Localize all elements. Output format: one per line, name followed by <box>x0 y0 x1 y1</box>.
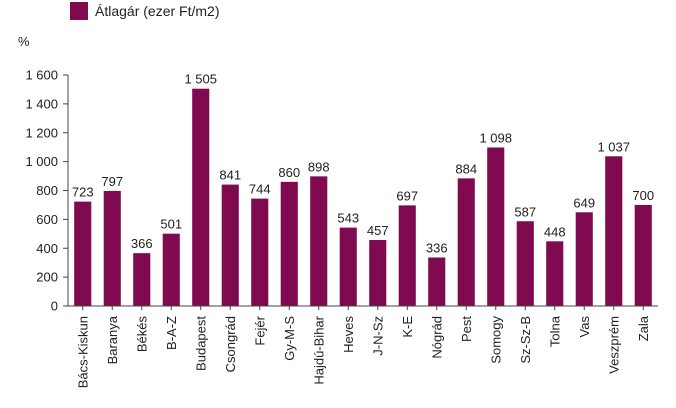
x-tick-label: J-N-Sz <box>370 316 385 356</box>
data-label: 797 <box>101 174 123 189</box>
data-label: 543 <box>337 211 359 226</box>
y-tick-label: 800 <box>36 183 58 198</box>
x-tick-label: Fejér <box>252 315 267 345</box>
x-tick-label: Nógrád <box>429 316 444 359</box>
x-tick-label: Vas <box>577 316 592 338</box>
x-tick-label: B-A-Z <box>164 316 179 350</box>
bar <box>74 201 92 306</box>
bar <box>133 253 151 306</box>
y-tick-label: 1 000 <box>25 154 58 169</box>
x-tick-label: Heves <box>341 316 356 353</box>
data-label: 697 <box>396 188 418 203</box>
bar <box>192 88 210 306</box>
x-tick-label: Somogy <box>488 316 503 364</box>
bar <box>398 205 416 306</box>
x-tick-label: Zala <box>636 315 651 341</box>
y-tick-label: 0 <box>51 299 58 314</box>
data-label: 744 <box>249 182 271 197</box>
x-tick-label: Békés <box>134 316 149 353</box>
legend-swatch <box>70 2 88 20</box>
data-label: 700 <box>632 188 654 203</box>
bar <box>487 147 505 306</box>
bar <box>546 241 564 306</box>
y-tick-label: 400 <box>36 241 58 256</box>
data-label: 898 <box>308 159 330 174</box>
data-label: 587 <box>514 204 536 219</box>
y-axis: 0 200 400 600 800 1 000 1 200 1 400 1 600 <box>25 68 69 314</box>
bar <box>457 178 475 306</box>
legend-label: Átlagár (ezer Ft/m2) <box>95 3 219 19</box>
bar <box>221 184 239 306</box>
data-label: 1 037 <box>597 139 630 154</box>
y-tick-label: 200 <box>36 270 58 285</box>
x-tick-label: Budapest <box>193 316 208 371</box>
x-tick-label: Baranya <box>105 315 120 364</box>
x-tick-label: Tolna <box>547 315 562 347</box>
bar <box>103 190 121 306</box>
y-tick-label: 1 200 <box>25 125 58 140</box>
bar <box>575 212 593 306</box>
legend: Átlagár (ezer Ft/m2) <box>70 2 219 20</box>
bar <box>162 233 180 306</box>
bar <box>516 221 534 306</box>
bar <box>428 257 446 306</box>
x-tick-label: Sz-Sz-B <box>518 316 533 364</box>
data-label: 1 505 <box>184 72 217 87</box>
data-label: 860 <box>278 165 300 180</box>
x-axis: Bács-Kiskun Baranya Békés B-A-Z Budapest Cson… <box>68 305 658 388</box>
y-tick-label: 1 400 <box>25 96 58 111</box>
data-label: 1 098 <box>479 130 512 145</box>
bar <box>251 198 269 306</box>
y-tick-label: 600 <box>36 212 58 227</box>
bar <box>369 240 387 306</box>
data-label: 366 <box>131 236 153 251</box>
data-label: 501 <box>160 217 182 232</box>
data-label: 336 <box>426 240 448 255</box>
x-tick-label: Veszprém <box>606 316 621 374</box>
bars: 723 797 366 501 1 505 841 744 860 898 543 457 697 33… <box>72 72 654 306</box>
data-label: 457 <box>367 223 389 238</box>
data-label: 649 <box>573 195 595 210</box>
y-tick-label: 1 600 <box>25 68 58 83</box>
y-axis-unit-label: % <box>18 34 30 49</box>
bar <box>310 176 328 306</box>
data-label: 841 <box>219 168 241 183</box>
x-tick-label: Pest <box>459 316 474 342</box>
x-tick-label: Csongrád <box>223 316 238 372</box>
bar <box>339 227 357 306</box>
data-label: 723 <box>72 185 94 200</box>
data-label: 448 <box>544 224 566 239</box>
x-tick-label: Hajdú-Bihar <box>311 315 326 384</box>
x-tick-label: K-E <box>400 316 415 338</box>
bar <box>605 156 623 306</box>
bar <box>634 204 652 306</box>
data-label: 884 <box>455 161 477 176</box>
bar <box>280 181 298 306</box>
x-tick-label: Bács-Kiskun <box>75 316 90 388</box>
x-tick-label: Gy-M-S <box>282 316 297 361</box>
